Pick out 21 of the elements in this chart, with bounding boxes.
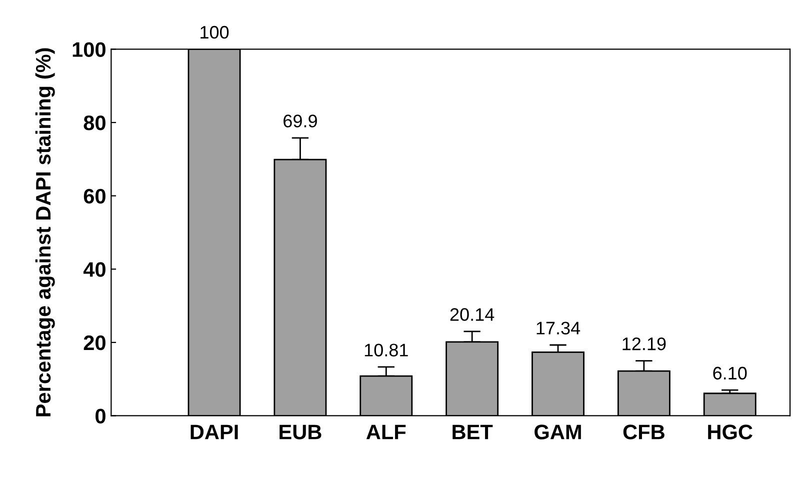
- y-tick-label: 0: [96, 408, 106, 424]
- data-label: 12.19: [622, 337, 666, 350]
- x-tick-label: ALF: [366, 424, 406, 440]
- y-tick-label: 100: [72, 42, 106, 57]
- y-tick-label: 80: [84, 116, 106, 130]
- data-label: 100: [200, 26, 229, 39]
- y-tick-label: 40: [83, 262, 106, 277]
- x-tick-label: DAPI: [190, 424, 238, 440]
- x-tick-label: EUB: [280, 424, 322, 440]
- data-label: 20.14: [450, 308, 494, 321]
- data-label: 6.10: [713, 366, 747, 380]
- data-label: 69.9: [284, 114, 317, 128]
- x-tick-label: BET: [452, 424, 493, 440]
- data-label: 17.34: [536, 322, 580, 334]
- y-tick-label: 60: [84, 188, 106, 204]
- x-tick-label: CFB: [623, 424, 664, 440]
- data-label: 10.81: [364, 344, 408, 356]
- y-tick-label: 20: [84, 335, 106, 350]
- x-tick-label: GAM: [534, 424, 581, 440]
- y-axis-title: Percentage against DAPI staining (%): [35, 48, 55, 416]
- x-tick-label: HGC: [708, 424, 752, 440]
